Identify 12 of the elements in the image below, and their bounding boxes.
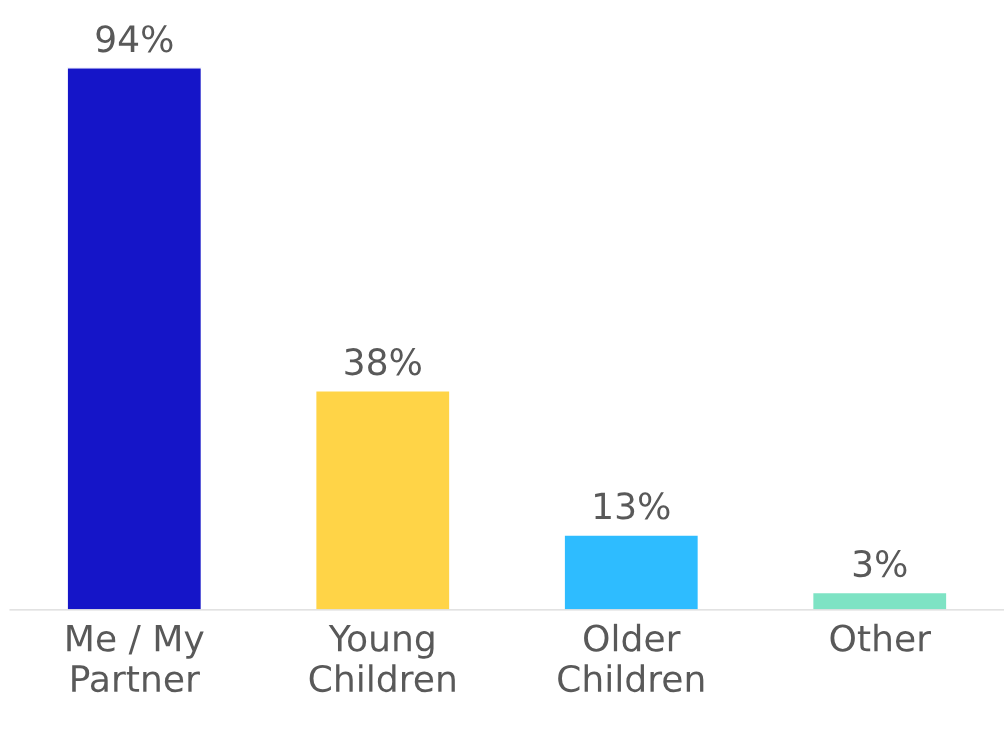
bar — [314, 390, 451, 610]
x-tick-label: Me / My Partner — [67, 624, 204, 693]
data-label: 13% — [595, 492, 670, 520]
x-tick-label: Young Children — [309, 624, 455, 693]
bar — [66, 67, 203, 610]
data-label: 38% — [345, 348, 421, 376]
x-tick-label: Other — [830, 623, 932, 652]
bar — [811, 591, 948, 610]
x-tick-label: Older Children — [558, 623, 704, 693]
bar — [563, 534, 700, 610]
data-label: 94% — [96, 25, 173, 53]
data-label: 3% — [853, 549, 907, 578]
